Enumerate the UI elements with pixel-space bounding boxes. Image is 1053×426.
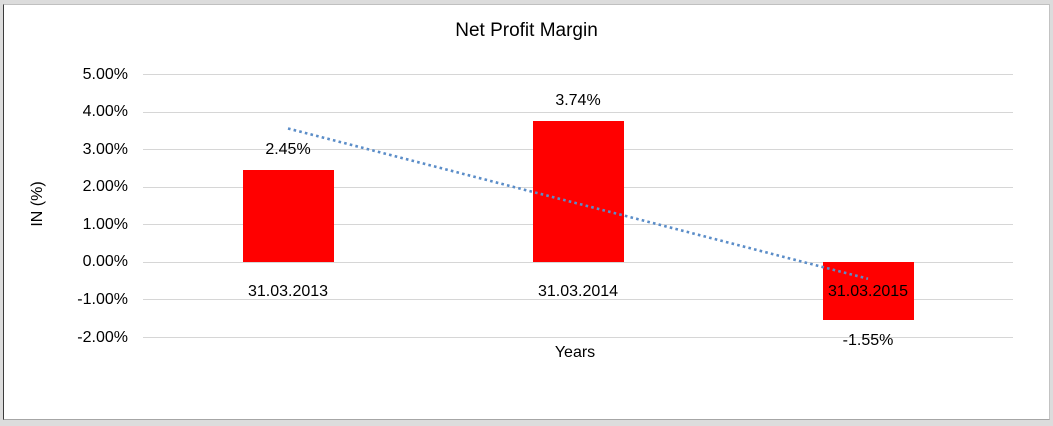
- y-axis-tick-label: 1.00%: [82, 215, 128, 233]
- chart-area: Net Profit Margin IN (%) Years 5.00% 4.00…: [3, 4, 1050, 420]
- bar-value-label: 3.74%: [555, 92, 601, 110]
- y-axis-tick-label: 0.00%: [82, 253, 128, 271]
- y-axis-tick-label: -2.00%: [77, 328, 128, 346]
- y-axis-tick-label: 2.00%: [82, 178, 128, 196]
- gridline: [143, 337, 1013, 338]
- x-axis-title: Years: [554, 344, 596, 361]
- gridline: [143, 111, 1013, 113]
- y-axis-tick-label: 3.00%: [82, 140, 128, 158]
- bar-31.03.2014: [532, 121, 624, 262]
- y-axis-tick-label: 4.00%: [82, 103, 128, 121]
- y-axis-tick-label: -1.00%: [77, 290, 128, 308]
- bar-31.03.2013: [242, 169, 334, 262]
- bar-value-label: 2.45%: [265, 140, 311, 158]
- x-axis-category-label: 31.03.2015: [827, 282, 909, 300]
- y-axis-tick-label: 5.00%: [82, 65, 128, 83]
- gridline: [143, 74, 1013, 75]
- x-axis-category-label: 31.03.2013: [247, 282, 329, 300]
- trendline: [287, 127, 869, 281]
- x-axis-category-label: 31.03.2014: [537, 282, 619, 300]
- gridline: [143, 299, 1013, 301]
- chart-title: Net Profit Margin: [455, 20, 598, 41]
- bar-value-label: -1.55%: [842, 332, 894, 350]
